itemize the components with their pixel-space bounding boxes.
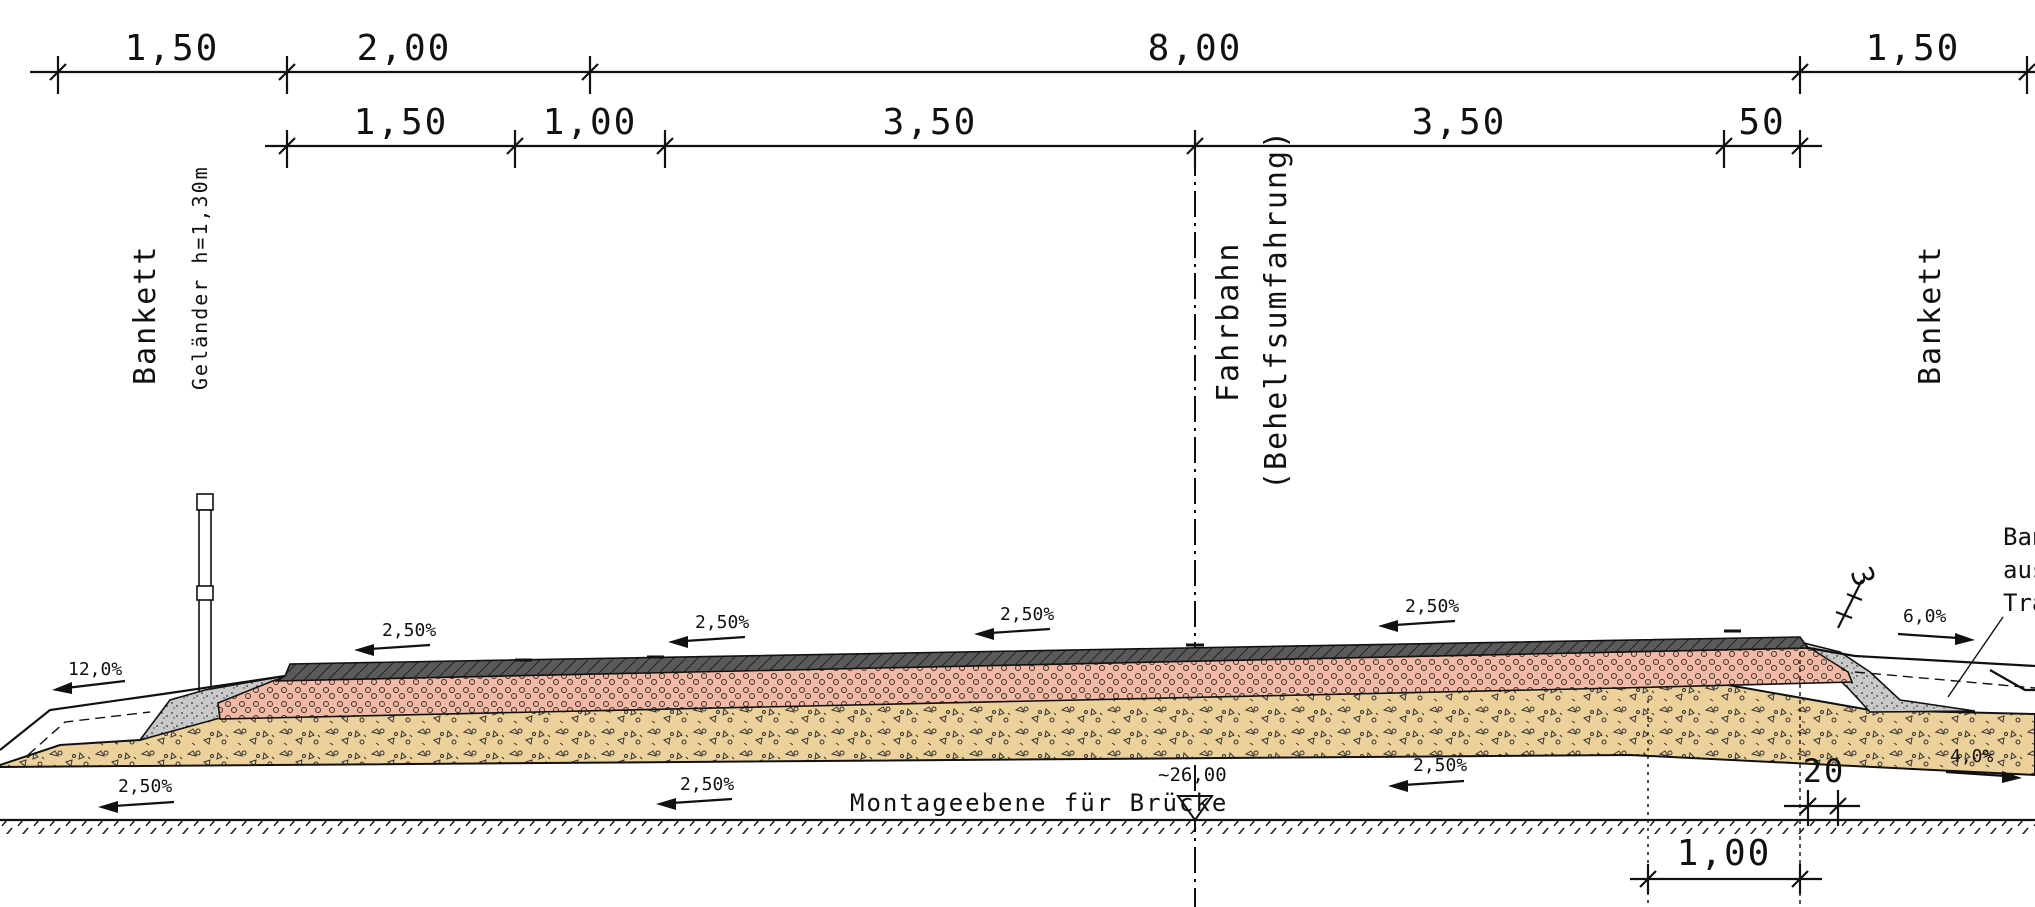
slope-4: 2,50% <box>1000 604 1054 625</box>
label-gelaender: Geländer h=1,30m <box>188 165 212 390</box>
dim-second-2: 1,00 <box>543 102 638 143</box>
slope-8: 2,50% <box>680 774 734 795</box>
dimension-row-second: 1,50 1,00 3,50 3,50 50 <box>265 102 1822 168</box>
dim-top-1: 1,50 <box>125 28 220 69</box>
elevation-marker: ~26,00 Montageebene für Brücke <box>850 764 1228 822</box>
elevation-value: ~26,00 <box>1158 764 1227 786</box>
dim-bottom-20: 20 <box>1803 752 1846 790</box>
right-note: Ban aus Tra <box>1947 523 2035 698</box>
slope-5: 2,50% <box>1405 596 1459 617</box>
slope-9: 2,50% <box>1413 755 1467 776</box>
dim-second-1: 1,50 <box>354 102 449 143</box>
dim-second-5: 50 <box>1738 102 1785 143</box>
dim-top-4: 1,50 <box>1866 28 1961 69</box>
dimension-row-top: 1,50 2,00 8,00 1,50 <box>30 28 2035 94</box>
note-line-3: Tra <box>2003 589 2035 617</box>
label-fahrbahn: Fahrbahn <box>1211 242 1246 403</box>
pavement-structure <box>0 636 2035 777</box>
slope-3: 2,50% <box>695 612 749 633</box>
vertical-labels: Bankett Geländer h=1,30m Fahrbahn (Behel… <box>128 129 1948 490</box>
slope-6: 6,0% <box>1903 606 1947 627</box>
dim-second-3: 3,50 <box>883 102 978 143</box>
label-bankett-left: Bankett <box>128 245 163 385</box>
label-bankett-right: Bankett <box>1913 245 1948 385</box>
montageebene-label: Montageebene für Brücke <box>850 789 1228 817</box>
dimension-bottom: 1,00 20 3 <box>1630 562 1883 907</box>
dim-top-3: 8,00 <box>1148 28 1243 69</box>
dim-bottom-3: 3 <box>1843 562 1883 594</box>
note-line-2: aus <box>2003 556 2035 584</box>
slope-10: 4,0% <box>1950 746 1994 767</box>
note-line-1: Ban <box>2003 523 2035 551</box>
railing-post <box>196 493 214 693</box>
slope-2: 2,50% <box>382 620 436 641</box>
slope-7: 2,50% <box>118 776 172 797</box>
top-marks <box>515 629 1741 662</box>
slope-1: 12,0% <box>68 659 122 680</box>
dim-top-2: 2,00 <box>357 28 452 69</box>
ground-line <box>0 818 2035 834</box>
dim-second-4: 3,50 <box>1412 102 1507 143</box>
dim-bottom-1: 1,00 <box>1677 833 1772 874</box>
slope-annotations: 12,0% 2,50% 2,50% 2,50% 2,50% 6,0% 2,50%… <box>52 596 2022 813</box>
asphalt-layer <box>274 636 1810 682</box>
label-behelfsumfahrung: (Behelfsumfahrung) <box>1259 129 1294 490</box>
